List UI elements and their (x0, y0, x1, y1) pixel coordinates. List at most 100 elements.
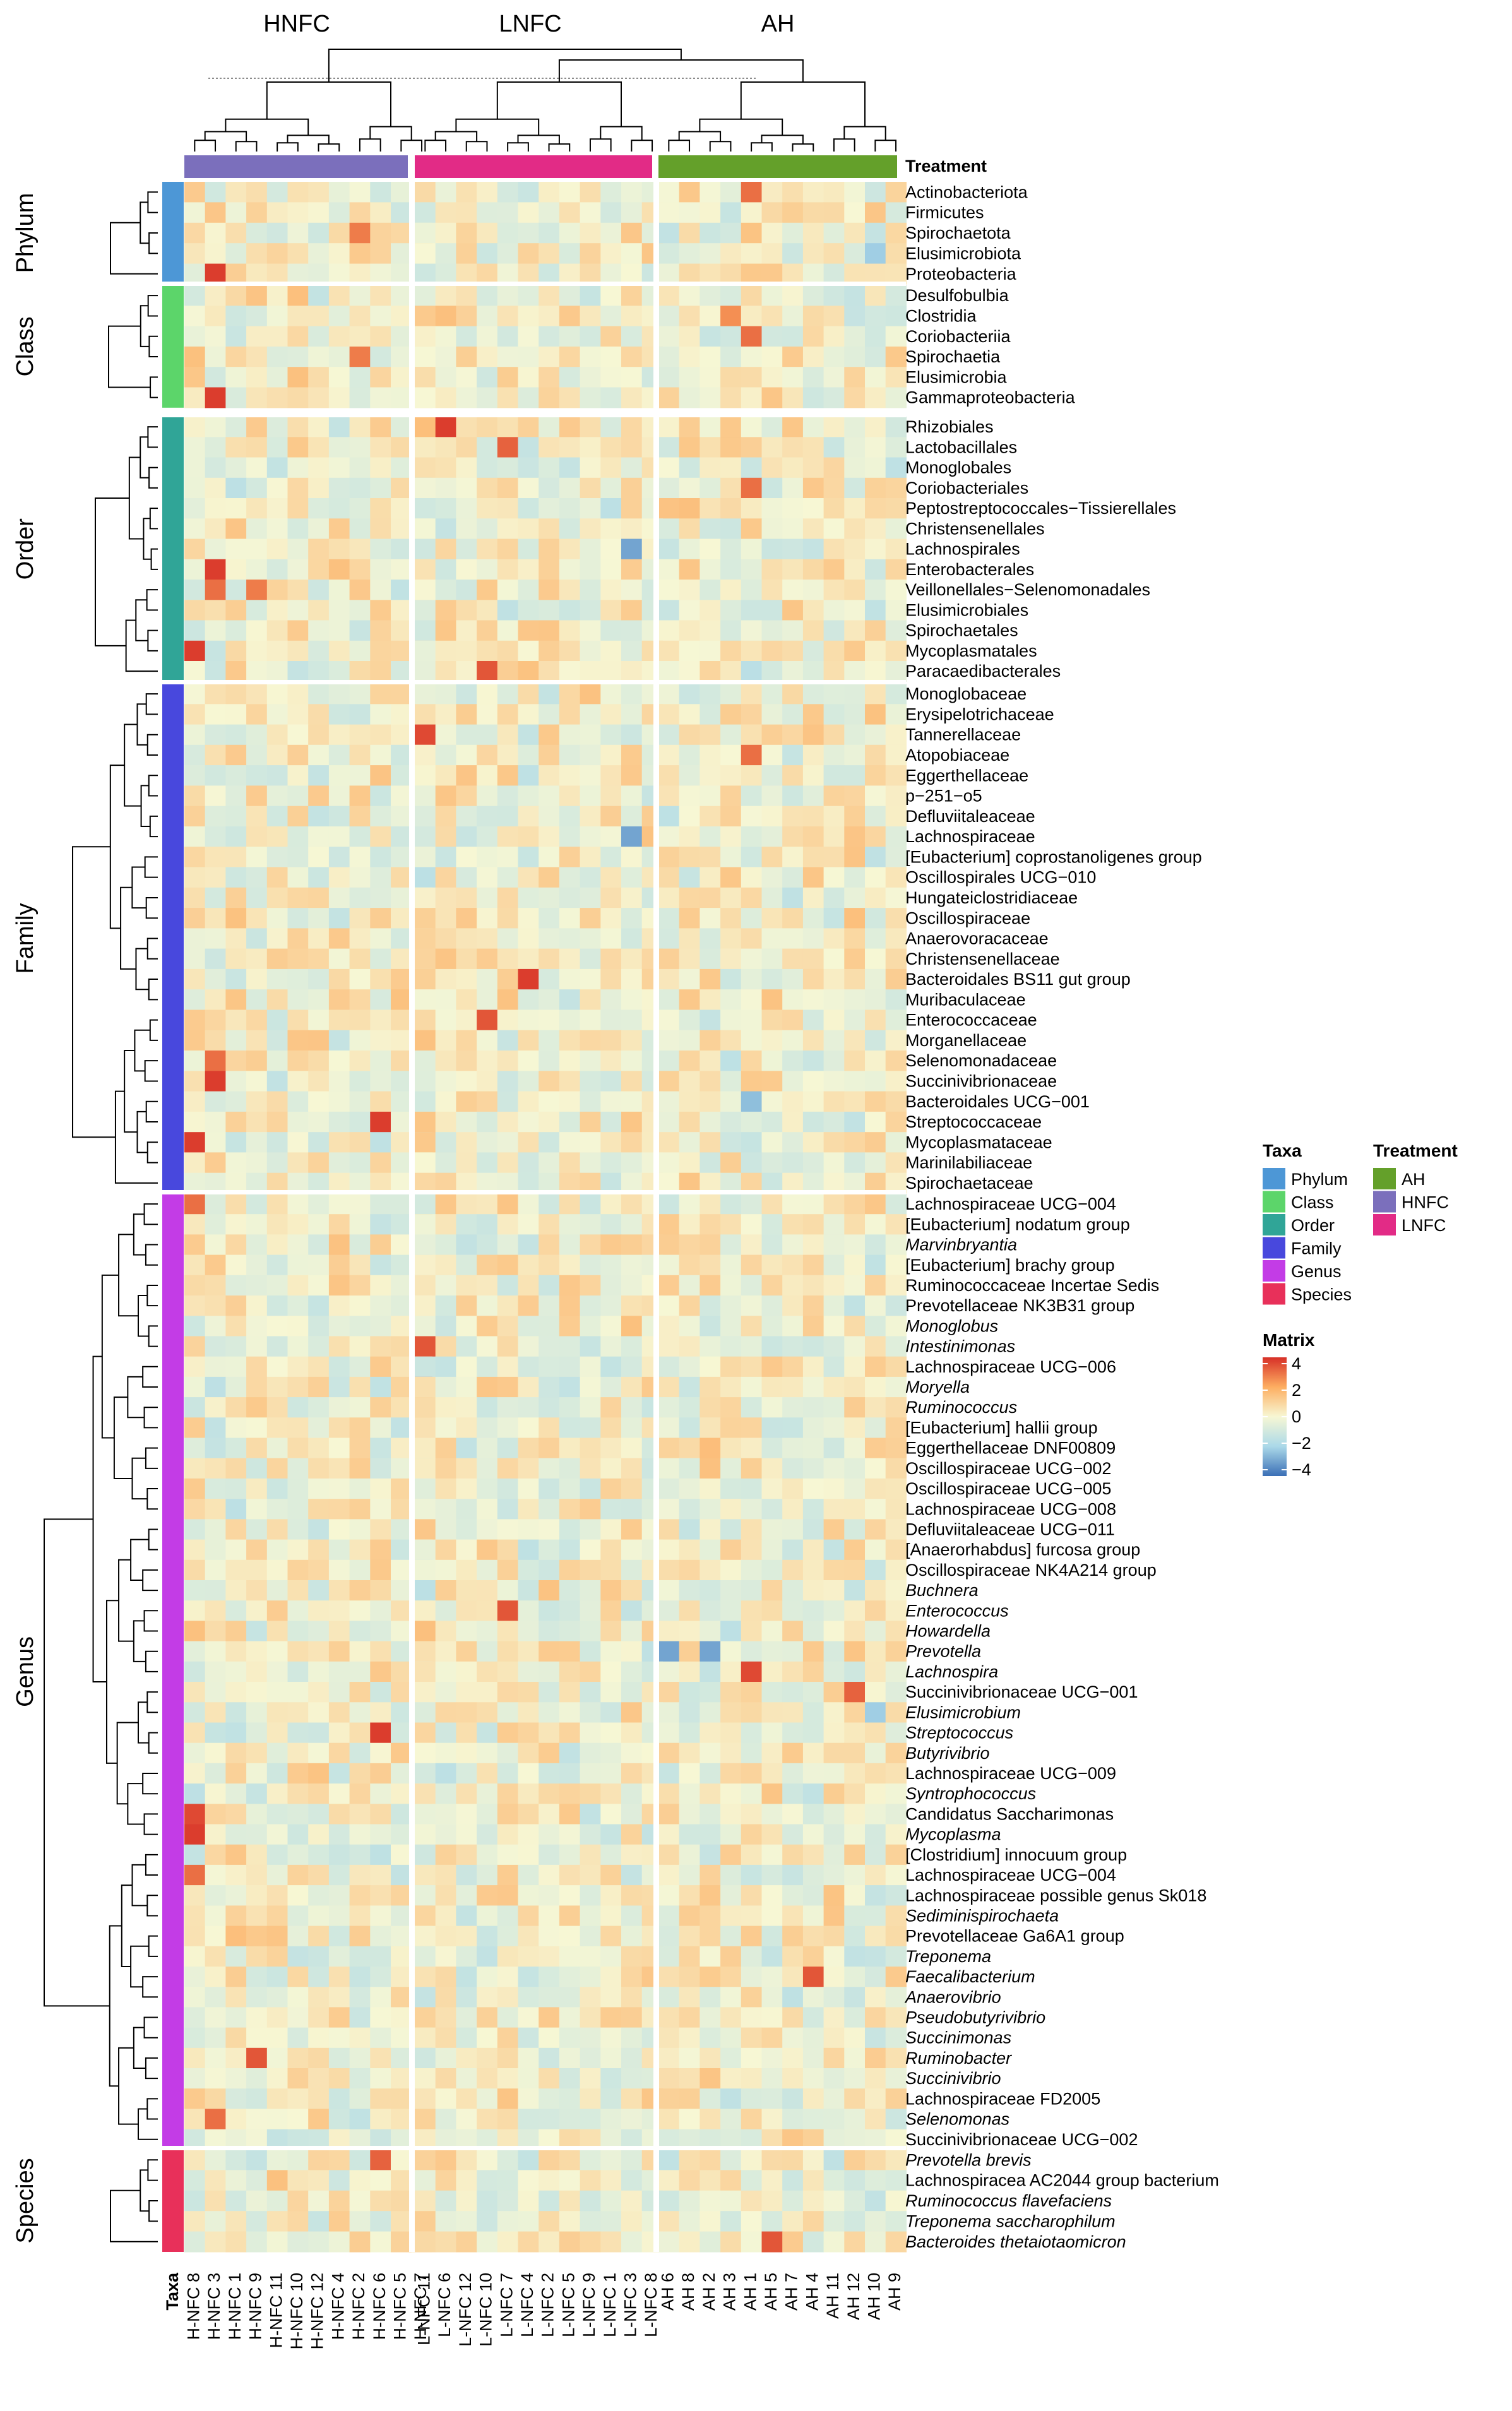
cell-erysipelotrichaceae-h-nfc-5 (391, 704, 412, 725)
cell-christensenellales-h-nfc-5 (391, 518, 412, 540)
cell-enterococcus-h-nfc-11 (266, 1600, 289, 1621)
cell-eggerthellaceae-l-nfc-10 (477, 765, 498, 786)
cell-clostridium-innocuum-group-ah-12 (844, 1844, 866, 1866)
cell-lachnospira-ah-3 (720, 1661, 742, 1682)
cell-lachnospirales-ah-4 (802, 539, 824, 560)
cell-lachnospiraceae-ucg-004-ah-3 (720, 1194, 742, 1215)
cell-paracaedibacterales-h-nfc-12 (308, 661, 330, 682)
cell-lachnospiraceae-ah-5 (761, 826, 783, 847)
cell-succinivibrio-l-nfc-1 (600, 2068, 622, 2089)
cell-buchnera-h-nfc-3 (205, 1580, 226, 1601)
cell-coriobacteriales-h-nfc-10 (287, 477, 309, 499)
cell-prevotellaceae-ga6a1-group-h-nfc-9 (246, 1926, 268, 1947)
taxa-axis-label: Taxa (163, 2272, 182, 2311)
cell-lachnospiraceae-ah-9 (885, 826, 907, 847)
cell-mycoplasmatales-l-nfc-2 (539, 640, 560, 662)
cell-tannerellaceae-h-nfc-10 (287, 724, 309, 746)
cell-ruminococcaceae-incertae-sedis-ah-11 (823, 1275, 845, 1296)
cell-christensenellales-l-nfc-7 (497, 518, 519, 540)
cell-spirochaetota-h-nfc-2 (349, 222, 371, 244)
cell-eubacterium-brachy-group-h-nfc-9 (246, 1254, 268, 1276)
cell-lachnospiraceae-ucg-008-l-nfc-3 (621, 1499, 643, 1520)
cell-ruminococcus-l-nfc-6 (435, 1397, 456, 1418)
dendrogram-branch (148, 1935, 158, 1957)
dendrogram-branch (44, 1518, 110, 2007)
cell-bacteroidales-bs11-gut-group-l-nfc-6 (435, 968, 456, 990)
cell-eubacterium-brachy-group-h-nfc-3 (205, 1254, 226, 1276)
cell-sediminispirochaeta-ah-11 (823, 1905, 845, 1927)
cell-oscillospiraceae-nk4a214-group-h-nfc-1 (225, 1559, 247, 1581)
cell-lachnospiraceae-possible-genus-sk018-ah-5 (761, 1885, 783, 1906)
cell-eubacterium-brachy-group-ah-2 (699, 1254, 721, 1276)
cell-defluviitaleaceae-ah-8 (679, 806, 700, 827)
cell-bacteroides-thetaiotaomicron-ah-5 (761, 2231, 783, 2253)
dendrogram-branch (147, 295, 158, 317)
cell-mycoplasma-ah-7 (782, 1824, 804, 1845)
cell-defluviitaleaceae-l-nfc-1 (600, 806, 622, 827)
cell-treponema-saccharophilum-l-nfc-7 (497, 2211, 519, 2232)
cell-marinilabiliaceae-h-nfc-9 (246, 1152, 268, 1174)
cell-erysipelotrichaceae-h-nfc-9 (246, 704, 268, 725)
cell-eggerthellaceae-l-nfc-5 (559, 765, 581, 786)
cell-clostridium-innocuum-group-h-nfc-6 (370, 1844, 391, 1866)
cell-faecalibacterium-l-nfc-9 (580, 1967, 601, 1987)
cell-intestinimonas-ah-12 (844, 1336, 866, 1357)
cell-anaerorhabdus-furcosa-group-l-nfc-1 (600, 1539, 622, 1561)
dendrogram-branch (146, 1141, 158, 1164)
cell-coriobacteriales-ah-6 (658, 477, 680, 499)
row-label: Actinobacteriota (905, 182, 1028, 201)
cell-selenomonadaceae-ah-5 (761, 1051, 783, 1071)
cell-syntrophococcus-l-nfc-10 (477, 1783, 498, 1804)
cell-ruminococcaceae-incertae-sedis-ah-7 (782, 1275, 804, 1296)
cell-anaerorhabdus-furcosa-group-ah-1 (741, 1539, 763, 1561)
cell-lachnospirales-h-nfc-4 (328, 539, 350, 560)
cell-prevotellaceae-ga6a1-group-l-nfc-9 (580, 1926, 601, 1947)
cell-selenomonas-l-nfc-1 (600, 2109, 622, 2130)
cell-enterococcaceae-ah-4 (802, 1009, 824, 1031)
cell-elusimicrobia-ah-3 (720, 367, 742, 388)
cell-succinivibrio-h-nfc-8 (184, 2068, 206, 2089)
cell-mycoplasmatales-h-nfc-11 (266, 640, 289, 662)
cell-p-251-o5-l-nfc-11 (415, 785, 436, 807)
cell-syntrophococcus-ah-5 (761, 1783, 783, 1804)
cell-paracaedibacterales-h-nfc-8 (184, 661, 206, 682)
cell-prevotellaceae-nk3b31-group-h-nfc-4 (328, 1295, 350, 1316)
cell-muribaculaceae-ah-6 (658, 989, 680, 1011)
dendrogram-branch (131, 1864, 148, 1907)
legend-label-species: Species (1291, 1285, 1352, 1304)
cell-spirochaetia-l-nfc-9 (580, 346, 601, 367)
cell-streptococcaceae-h-nfc-11 (266, 1111, 289, 1133)
column-label: H-NFC 6 (370, 2273, 389, 2340)
cell-lachnospiraceae-ucg-008-l-nfc-6 (435, 1499, 456, 1520)
cell-rhizobiales-h-nfc-1 (225, 417, 247, 438)
cell-eggerthellaceae-dnf00809-h-nfc-1 (225, 1438, 247, 1459)
cell-anaerorhabdus-furcosa-group-h-nfc-11 (266, 1539, 289, 1561)
row-dendrogram-family (72, 693, 158, 1184)
cell-succinivibrionaceae-ah-1 (741, 1071, 763, 1092)
cell-pseudobutyrivibrio-l-nfc-7 (497, 2007, 519, 2028)
cell-hungateiclostridiaceae-h-nfc-12 (308, 887, 330, 908)
cell-ruminococcaceae-incertae-sedis-l-nfc-5 (559, 1275, 581, 1296)
cell-spirochaetia-l-nfc-4 (518, 346, 539, 367)
cell-coriobacteriia-l-nfc-5 (559, 326, 581, 347)
cell-proteobacteria-l-nfc-5 (559, 263, 581, 285)
cell-succinivibrionaceae-ah-5 (761, 1071, 783, 1092)
cell-lachnospira-h-nfc-4 (328, 1661, 350, 1682)
cell-anaerovoracaceae-l-nfc-9 (580, 928, 601, 950)
cell-elusimicrobium-l-nfc-11 (415, 1702, 436, 1723)
cell-morganellaceae-h-nfc-11 (266, 1030, 289, 1051)
cell-lachnospirales-h-nfc-12 (308, 539, 330, 560)
cell-peptostreptococcales-tissierellales-l-nfc-2 (539, 498, 560, 519)
cell-lactobacillales-l-nfc-1 (600, 437, 622, 458)
cell-christensenellales-ah-6 (658, 518, 680, 540)
cell-coriobacteriales-h-nfc-4 (328, 477, 350, 499)
cell-buchnera-l-nfc-2 (539, 1580, 560, 1601)
cell-paracaedibacterales-h-nfc-4 (328, 661, 350, 682)
cell-spirochaetales-ah-10 (865, 620, 886, 641)
cell-buchnera-h-nfc-2 (349, 1580, 371, 1601)
cell-moryella-h-nfc-5 (391, 1376, 412, 1398)
cell-prevotellaceae-nk3b31-group-l-nfc-7 (497, 1295, 519, 1316)
cell-streptococcaceae-h-nfc-6 (370, 1111, 391, 1133)
cell-eggerthellaceae-h-nfc-6 (370, 765, 391, 786)
cell-lachnospiraceae-ucg-009-h-nfc-5 (391, 1763, 412, 1784)
